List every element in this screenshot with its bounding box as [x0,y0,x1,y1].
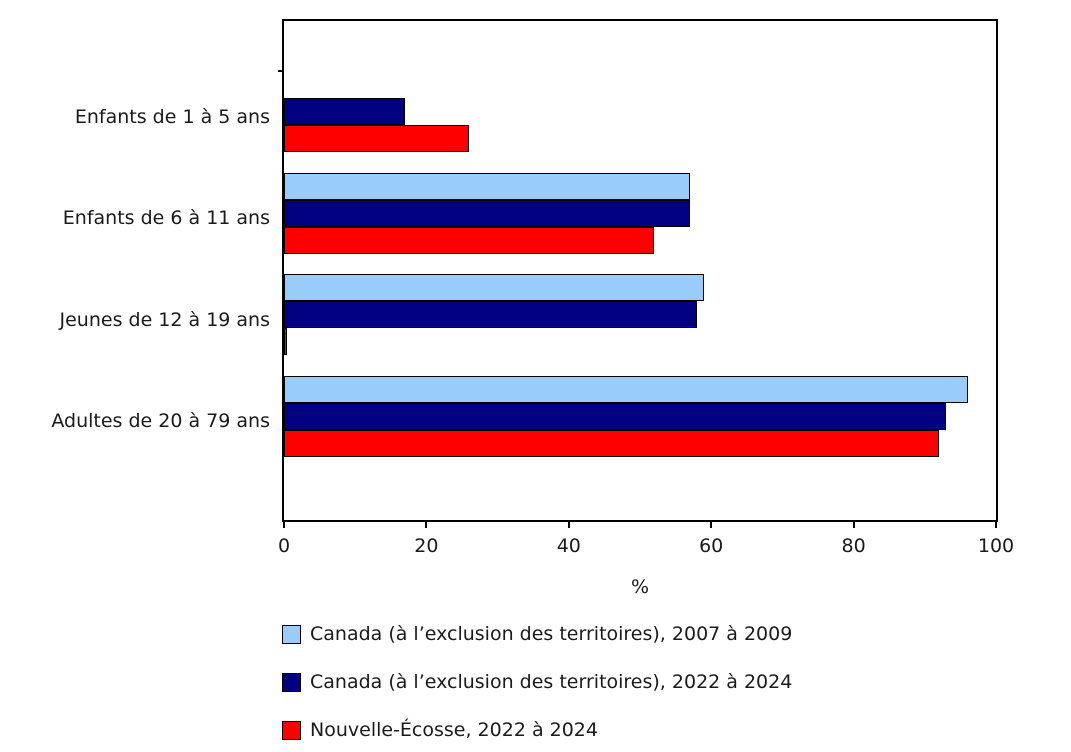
legend-swatch-icon [282,672,301,692]
y-axis-tick [278,70,282,72]
plot-area [278,19,998,528]
legend-item: Canada (à l’exclusion des territoires), … [282,624,792,644]
bar-nouvelle-ecosse-2022-2024 [284,429,940,457]
x-axis-title: % [630,576,650,598]
bar-canada-2007-2009 [284,274,705,301]
x-axis-tick-label: 100 [977,535,1015,557]
category-label: Enfants de 6 à 11 ans [62,207,270,229]
legend-swatch-icon [282,720,301,740]
legend-label: Canada (à l’exclusion des territoires), … [310,671,793,693]
category-label: Jeunes de 12 à 19 ans [59,308,271,331]
x-axis-tick-label: 80 [841,535,866,557]
bar-canada-2007-2009 [284,375,968,403]
legend-label: Canada (à l’exclusion des territoires), … [310,623,793,645]
x-axis-tick [283,520,285,528]
x-axis-tick-label: 0 [277,535,291,557]
legend-item: Nouvelle-Écosse, 2022 à 2024 [282,720,598,740]
category-label: Enfants de 1 à 5 ans [74,105,270,128]
x-axis-tick [425,520,428,528]
x-axis-tick-label: 20 [414,535,439,557]
bar-nouvelle-ecosse-2022-2024 [284,328,287,355]
x-axis-tick-label: 60 [699,535,724,557]
bar-nouvelle-ecosse-2022-2024 [284,226,655,254]
category-label: Adultes de 20 à 79 ans [51,410,270,432]
bar-canada-2022-2024 [284,199,690,227]
bar-canada-2022-2024 [284,98,406,125]
x-axis-tick [567,520,570,528]
legend-label: Nouvelle-Écosse, 2022 à 2024 [310,719,598,741]
bar-nouvelle-ecosse-2022-2024 [284,125,470,152]
x-axis-tick [710,520,713,528]
legend-item: Canada (à l’exclusion des territoires), … [282,672,792,692]
bar-canada-2007-2009 [284,172,690,200]
bar-canada-2022-2024 [284,402,947,430]
bar-canada-2022-2024 [284,301,697,328]
x-axis-tick [852,520,855,528]
legend-swatch-icon [282,624,301,644]
x-axis-tick-label: 40 [556,535,581,557]
x-axis-tick [995,520,997,528]
